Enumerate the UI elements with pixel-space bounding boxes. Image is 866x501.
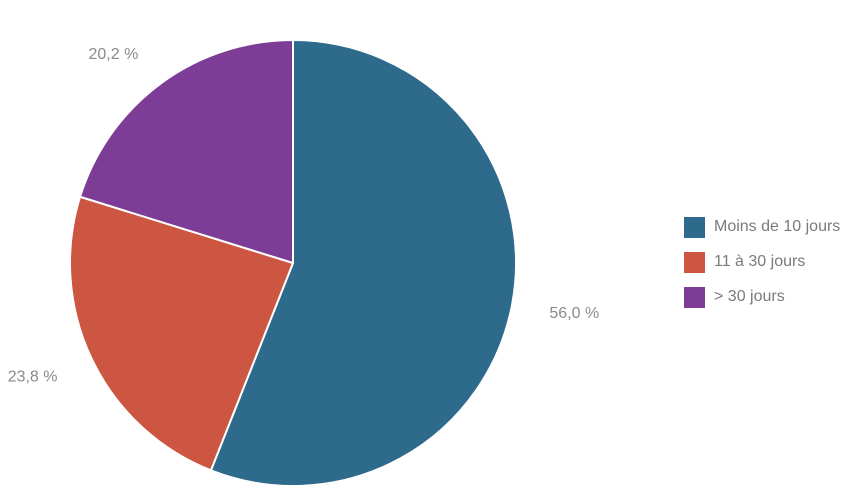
legend-label: Moins de 10 jours xyxy=(714,218,841,235)
legend-swatch xyxy=(684,216,705,238)
pie-slices xyxy=(69,39,517,487)
pie-value-labels: 56,0 % 23,8 % 20,2 % xyxy=(8,46,600,386)
legend-item-plus-30-jours: > 30 jours xyxy=(684,286,866,308)
chart-legend: Moins de 10 jours 11 à 30 jours > 30 jou… xyxy=(684,216,866,321)
pie-slice-moins-de-10-jours xyxy=(209,39,517,487)
legend-label: 11 à 30 jours xyxy=(714,253,806,270)
pie-slice-plus-30-jours xyxy=(79,39,294,264)
legend-item-moins-de-10-jours: Moins de 10 jours xyxy=(684,216,866,238)
legend-item-11-a-30-jours: 11 à 30 jours xyxy=(684,251,866,273)
slice-label-11-a-30-jours: 23,8 % xyxy=(8,369,58,386)
slice-label-moins-de-10-jours: 56,0 % xyxy=(549,305,599,322)
legend-swatch xyxy=(684,286,705,308)
legend-label: > 30 jours xyxy=(714,288,785,305)
pie-slice-11-a-30-jours xyxy=(69,195,294,472)
legend-swatch xyxy=(684,251,705,273)
slice-label-plus-30-jours: 20,2 % xyxy=(88,46,138,63)
